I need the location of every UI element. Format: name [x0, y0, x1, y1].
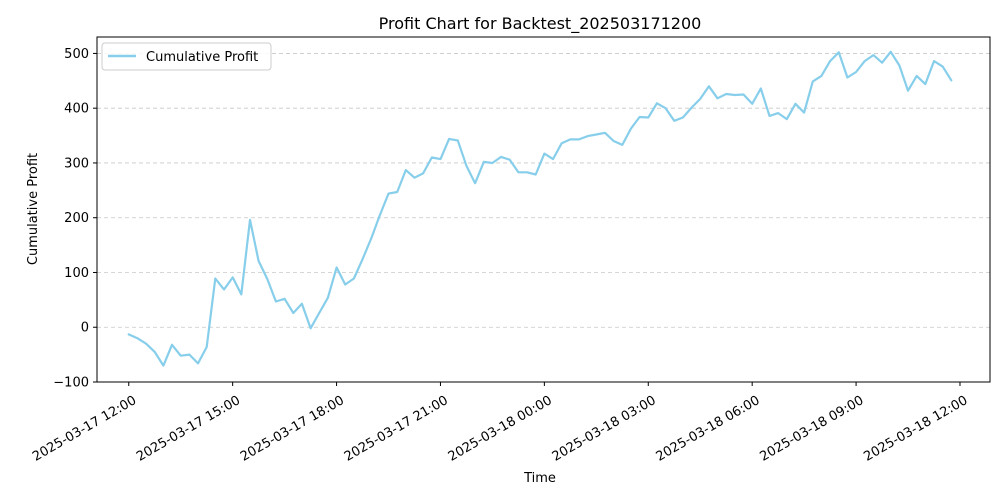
x-axis-label: Time	[523, 471, 556, 486]
plot-frame	[96, 36, 991, 383]
y-tick-label: 400	[64, 102, 89, 117]
legend: Cumulative Profit	[101, 42, 272, 71]
y-tick-label: −100	[53, 376, 89, 391]
series-line-cumulative-profit	[127, 50, 953, 367]
chart-title: Profit Chart for Backtest_202503171200	[379, 14, 702, 34]
y-tick-label: 200	[64, 211, 89, 226]
y-tick-label: 300	[64, 156, 89, 171]
y-axis-ticks: −100 0 100 200 300 400 500	[53, 47, 97, 391]
y-tick-label: 100	[64, 266, 89, 281]
series-layer	[127, 50, 953, 367]
legend-box	[101, 42, 272, 71]
y-tick-label: 500	[64, 47, 89, 62]
y-axis-label: Cumulative Profit	[26, 153, 41, 265]
y-tick-label: 0	[81, 321, 89, 336]
legend-entry-cumulative-profit: Cumulative Profit	[146, 50, 258, 65]
